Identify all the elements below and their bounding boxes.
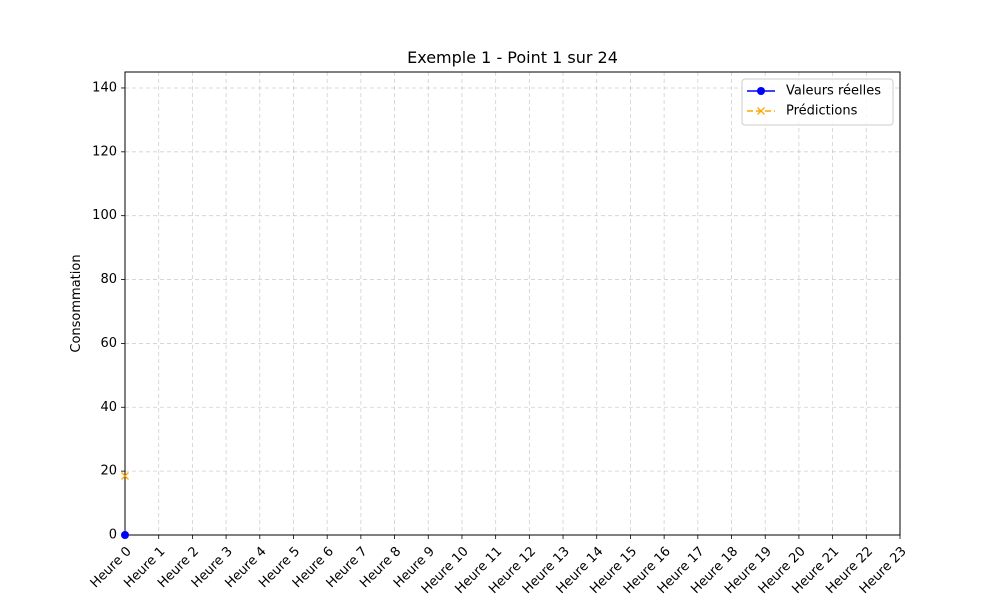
- legend-marker-circle: [757, 87, 765, 95]
- plot-frame: [124, 71, 901, 536]
- legend-label: Valeurs réelles: [786, 84, 881, 99]
- y-tick-label: 120: [92, 144, 117, 159]
- series-layer: [121, 471, 129, 539]
- y-tick-label: 60: [100, 336, 117, 351]
- grid-layer: [124, 72, 901, 536]
- legend-entry: Valeurs réelles: [747, 84, 881, 99]
- legend-label: Prédictions: [786, 104, 858, 119]
- y-tick-label: 40: [100, 400, 117, 415]
- data-point-actual: [121, 531, 129, 539]
- x-marker-stroke: [121, 471, 129, 480]
- y-tick-label: 20: [100, 464, 117, 479]
- y-tick-label: 140: [92, 80, 117, 95]
- y-tick-label: 100: [92, 208, 117, 223]
- legend-entry: Prédictions: [747, 104, 858, 119]
- y-tick-label: 0: [109, 528, 117, 543]
- legend-box: [741, 78, 894, 126]
- y-axis-label: Consommation: [69, 254, 84, 352]
- legend-marker-x: [757, 107, 765, 115]
- chart-title: Exemple 1 - Point 1 sur 24: [407, 48, 618, 67]
- data-point-prediction: [121, 471, 129, 480]
- legend: Valeurs réelles Prédictions: [741, 78, 894, 126]
- y-tick-label: 80: [100, 272, 117, 287]
